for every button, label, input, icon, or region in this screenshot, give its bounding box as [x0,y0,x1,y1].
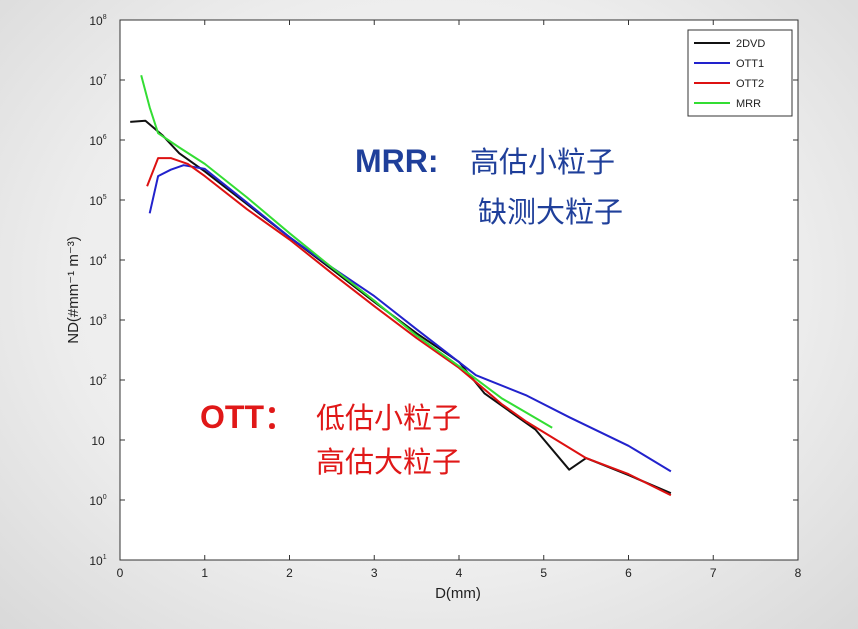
axis-ticks: 0 1 2 3 4 5 6 7 8 108 107 106 105 104 103 102 10 100 101 [89,14,801,580]
x-tick-label: 6 [625,566,632,580]
ott-note-line1: 低估小粒子 [316,401,461,435]
y-tick-label: 102 [89,374,106,388]
x-tick-label: 4 [456,566,463,580]
y-tick-label: 10 [91,434,105,448]
legend: 2DVD OTT1 OTT2 MRR [687,29,793,117]
ott-annotation: OTT： 低估小粒子 高估大粒子 [200,399,461,479]
series-line-mrr [140,74,553,429]
y-tick-label: 100 [89,494,106,508]
x-axis-title: D(mm) [435,585,481,602]
legend-label-mrr: MRR [736,98,761,110]
x-tick-label: 8 [795,566,802,580]
legend-box [687,29,793,117]
x-tick-label: 7 [710,566,717,580]
series-line-ott2 [146,157,672,497]
y-tick-label: 108 [89,14,106,28]
legend-label-2dvd: 2DVD [736,38,765,50]
x-tick-label: 1 [201,566,208,580]
mrr-annotation: MRR: 高估小粒子 缺测大粒子 [355,143,623,229]
mrr-note-line2: 缺测大粒子 [478,195,623,229]
y-tick-label: 106 [89,134,106,148]
y-tick-label: 105 [89,194,106,208]
x-tick-label: 3 [371,566,378,580]
y-tick-label: 107 [89,74,106,88]
plot-area [119,19,799,561]
ott-label: OTT： [200,399,296,435]
y-axis-title: ND(#mm⁻¹ m⁻³) [65,236,82,343]
ott-note-line2: 高估大粒子 [316,445,461,479]
y-tick-label: 103 [89,314,106,328]
series-lines [130,74,672,497]
mrr-note-line1: 高估小粒子 [470,145,615,179]
x-tick-label: 0 [117,566,124,580]
mrr-label: MRR: [355,143,439,179]
x-tick-label: 2 [286,566,293,580]
legend-label-ott1: OTT1 [736,58,764,70]
x-tick-label: 5 [540,566,547,580]
legend-label-ott2: OTT2 [736,78,764,90]
y-tick-label: 104 [89,254,106,268]
y-tick-label: 101 [89,554,106,568]
